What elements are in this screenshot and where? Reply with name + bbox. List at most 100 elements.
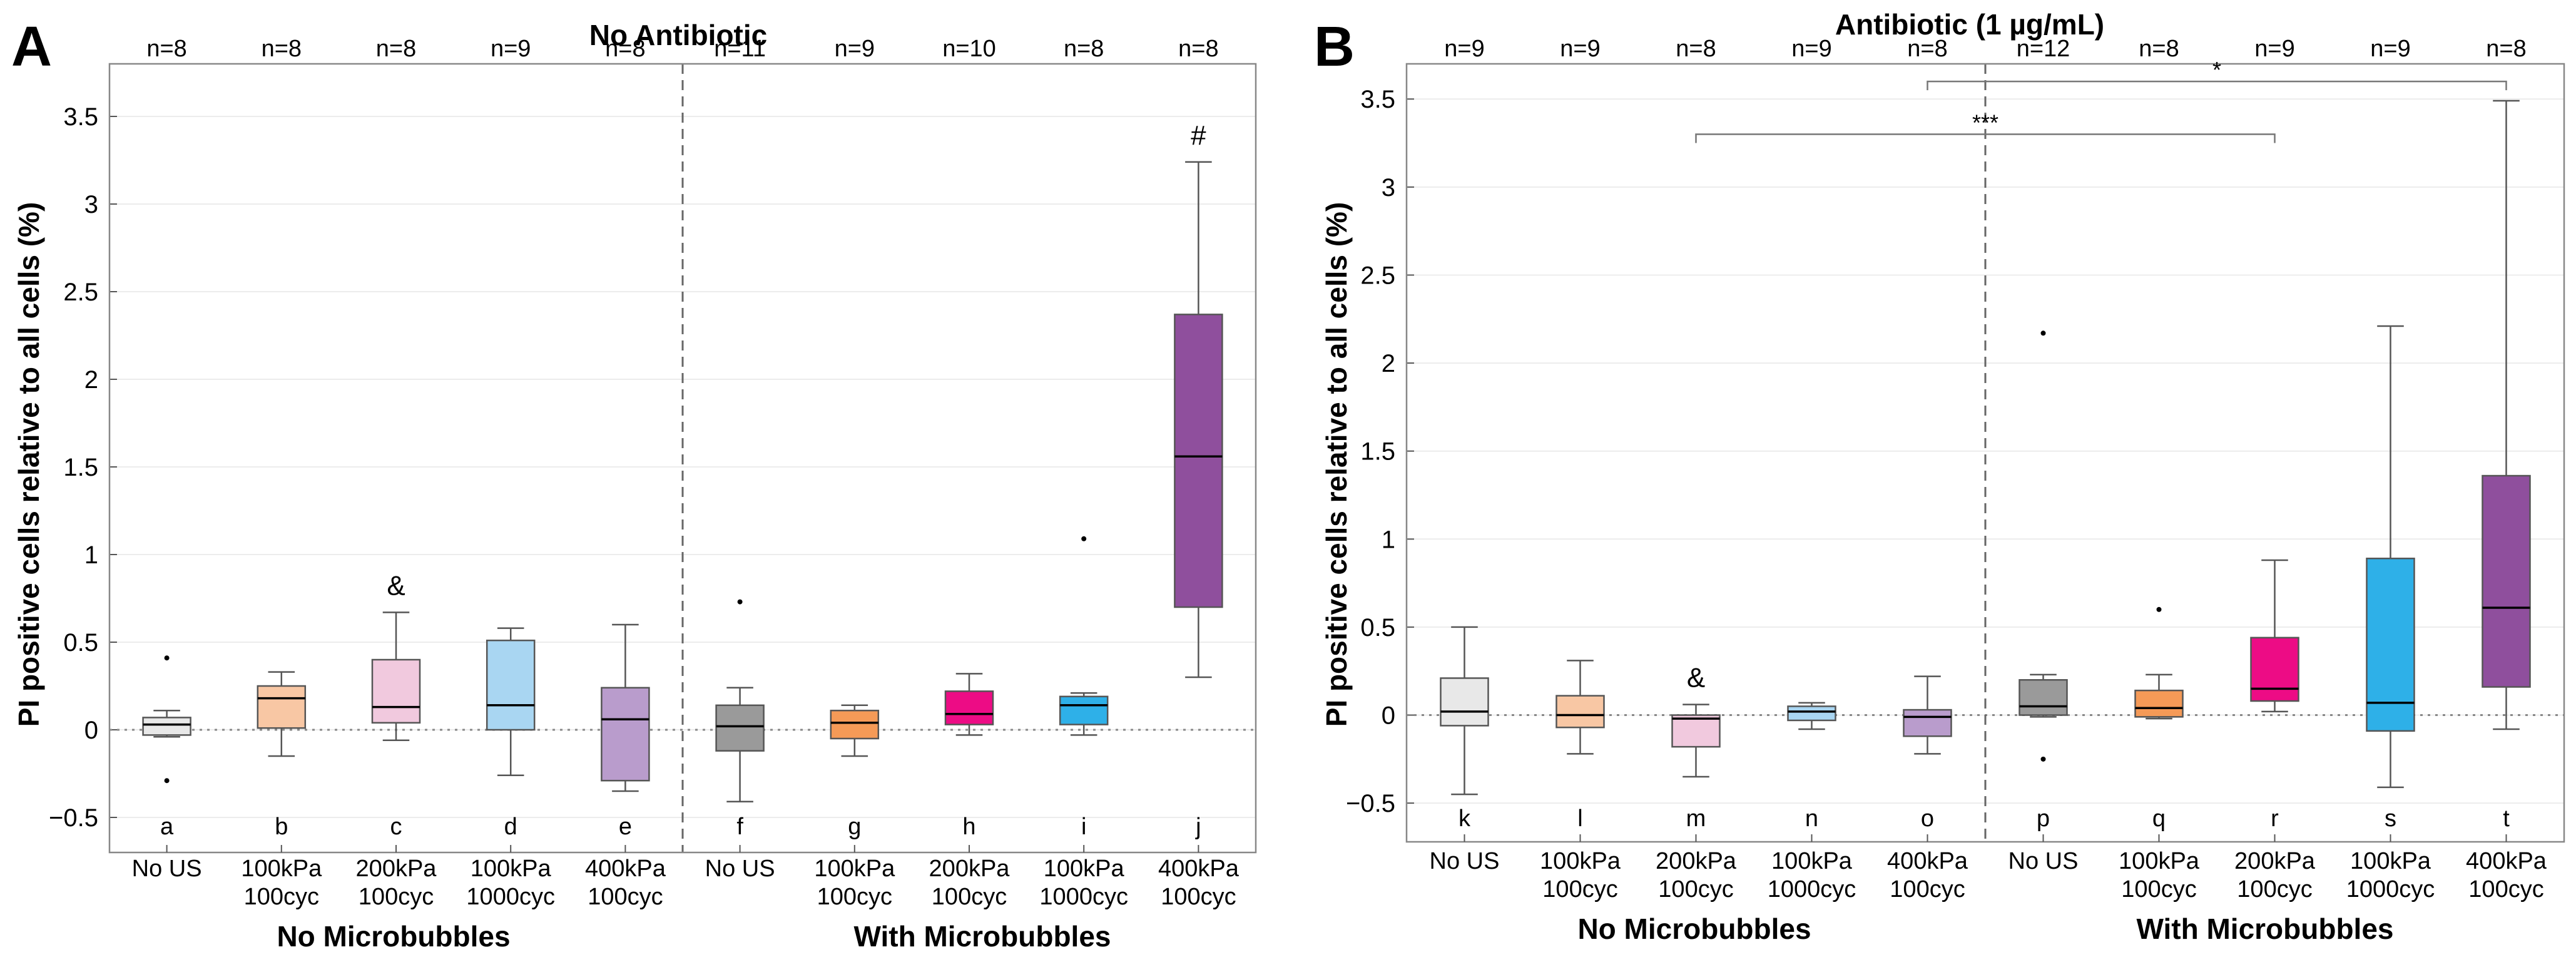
box-letter-label: i bbox=[1081, 814, 1086, 840]
panel-a-x-tick-label-line2: 1000cyc bbox=[1039, 884, 1128, 910]
panel-b-n-label-2: n=8 bbox=[1676, 36, 1716, 62]
panel-b-box-5: p bbox=[2019, 330, 2068, 832]
box-letter-label: q bbox=[2152, 806, 2166, 832]
panel-a-box-9: #j bbox=[1174, 120, 1223, 840]
panel-a-box-4: e bbox=[601, 623, 650, 840]
panel-a-x-tick-label-line1: 100kPa bbox=[1044, 856, 1125, 882]
panel-a-y-axis-label: PI positive cells relative to all cells … bbox=[13, 202, 45, 727]
panel-b-n-label-8: n=9 bbox=[2370, 36, 2410, 62]
outlier-point bbox=[1081, 536, 1087, 541]
panel-a-y-tick-label: 1.5 bbox=[63, 454, 98, 481]
panel-b-box-2: &m bbox=[1671, 663, 1721, 832]
panel-b-y-tick-label: −0.5 bbox=[1346, 790, 1395, 817]
box-letter-label: h bbox=[962, 814, 975, 840]
panel-b-x-tick-label-line2: 100cyc bbox=[2468, 876, 2543, 903]
panel-b-x-tick-label-line1: 100kPa bbox=[1771, 848, 1853, 874]
panel-b-significance-bracket-1: *** bbox=[1695, 110, 2276, 143]
panel-b-n-label-7: n=9 bbox=[2254, 36, 2294, 62]
box-iqr bbox=[944, 690, 994, 725]
box-iqr bbox=[1174, 314, 1223, 608]
panel-a-box-3: d bbox=[486, 627, 536, 840]
panel-a-y-tick-label: 1 bbox=[84, 541, 98, 569]
bracket-line bbox=[1927, 80, 2507, 91]
panel-b-x-tick-label-line2: 100cyc bbox=[1658, 876, 1733, 903]
panel-b-y-tick-label: 1 bbox=[1382, 526, 1395, 553]
panel-b-x-tick-label-line2: 100cyc bbox=[1890, 876, 1965, 903]
panel-b-y-tick-label: 3 bbox=[1382, 174, 1395, 202]
panel-a-y-tick-label: 2 bbox=[84, 366, 98, 394]
panel-a-n-label-1: n=8 bbox=[262, 36, 302, 62]
panel-b-n-label-4: n=8 bbox=[1907, 36, 1947, 62]
significance-label: * bbox=[2212, 57, 2221, 83]
panel-a-x-tick-label-line2: 100cyc bbox=[932, 884, 1007, 910]
panel-b-x-tick-label-line2: 1000cyc bbox=[2346, 876, 2435, 903]
panel-b-y-tick-label: 0 bbox=[1382, 702, 1395, 730]
panel-b-box-8: s bbox=[2366, 325, 2415, 832]
panel-a-x-tick-label-line1: 100kPa bbox=[471, 856, 552, 882]
panel-a-x-tick-label-line2: 100cyc bbox=[588, 884, 663, 910]
box-letter-label: l bbox=[1577, 806, 1582, 832]
panel-letter-b: B bbox=[1314, 16, 1355, 78]
panel-b-y-tick-label: 0.5 bbox=[1360, 614, 1395, 642]
panel-b-y-tick-label: 2 bbox=[1382, 350, 1395, 377]
box-iqr bbox=[1059, 695, 1109, 725]
box-iqr bbox=[1903, 709, 1952, 737]
panel-a-x-tick-label-line1: 200kPa bbox=[929, 856, 1011, 882]
box-letter-label: r bbox=[2271, 806, 2279, 832]
panel-b-box-0: k bbox=[1440, 626, 1489, 832]
panel-a-x-tick-label-line2: 100cyc bbox=[1161, 884, 1236, 910]
outlier-point bbox=[737, 599, 743, 605]
significance-label: *** bbox=[1972, 110, 1998, 135]
panel-b-box-7: r bbox=[2250, 559, 2299, 832]
panel-b-x-tick-label-line2: 100cyc bbox=[2121, 876, 2196, 903]
box-letter-label: t bbox=[2503, 806, 2510, 832]
panel-b-x-tick-label-line1: 100kPa bbox=[2119, 848, 2200, 874]
panel-a-x-tick-label-line1: 100kPa bbox=[241, 856, 322, 882]
panel-b-significance-bracket-0: * bbox=[1927, 57, 2507, 91]
box-letter-label: e bbox=[619, 814, 632, 840]
panel-a-n-label-7: n=10 bbox=[942, 36, 996, 62]
panel-b-box-9: t bbox=[2482, 100, 2531, 832]
box-iqr bbox=[1440, 677, 1489, 727]
box-letter-label: p bbox=[2037, 806, 2050, 832]
panel-a-n-label-6: n=9 bbox=[835, 36, 875, 62]
panel-a-box-5: f bbox=[715, 599, 765, 840]
panel-a-y-tick-label: 0.5 bbox=[63, 629, 98, 657]
panel-a-group-label-with-microbubbles: With Microbubbles bbox=[853, 920, 1111, 953]
panel-b-x-tick-label-line2: 100cyc bbox=[1542, 876, 1617, 903]
outlier-point bbox=[164, 778, 170, 784]
panel-b-x-tick-label-line1: 400kPa bbox=[2466, 848, 2547, 874]
panel-a-n-label-3: n=9 bbox=[491, 36, 531, 62]
panel-a-box-7: h bbox=[944, 673, 994, 840]
outlier-point bbox=[164, 655, 170, 661]
panel-a-axes-frame bbox=[108, 63, 1257, 854]
panel-letter-a: A bbox=[11, 16, 52, 78]
panel-a-group-label-no-microbubbles: No Microbubbles bbox=[277, 920, 510, 953]
panel-a-box-0: a bbox=[142, 655, 191, 840]
box-letter-label: a bbox=[160, 814, 174, 840]
panel-b-n-label-9: n=8 bbox=[2486, 36, 2526, 62]
panel-b-n-label-6: n=8 bbox=[2139, 36, 2179, 62]
box-letter-label: n bbox=[1805, 806, 1818, 832]
panel-a-x-tick-label-line1: No US bbox=[705, 856, 775, 882]
panel-a-x-tick-label-line2: 100cyc bbox=[244, 884, 319, 910]
box-iqr bbox=[830, 709, 880, 740]
panel-b-x-tick-label-line1: No US bbox=[1430, 848, 1500, 874]
box-iqr bbox=[2250, 637, 2299, 702]
panel-a-x-tick-label-line1: 400kPa bbox=[1158, 856, 1240, 882]
panel-a-x-tick-label-line2: 1000cyc bbox=[466, 884, 555, 910]
panel-a-x-tick-label-line2: 100cyc bbox=[817, 884, 892, 910]
panel-a-n-label-0: n=8 bbox=[146, 36, 186, 62]
panel-b-x-tick-label-line2: 100cyc bbox=[2237, 876, 2312, 903]
box-annotation-mark: & bbox=[1687, 663, 1705, 693]
panel-a-n-label-2: n=8 bbox=[376, 36, 416, 62]
panel-b-box-1: l bbox=[1555, 660, 1605, 832]
panel-a-n-label-9: n=8 bbox=[1178, 36, 1218, 62]
panel-b-x-tick-label-line2: 1000cyc bbox=[1768, 876, 1856, 903]
panel-a-y-tick-label: 2.5 bbox=[63, 279, 98, 306]
panel-a-x-tick-label-line1: 100kPa bbox=[814, 856, 895, 882]
panel-a-y-tick-label: −0.5 bbox=[49, 804, 98, 832]
panel-a-box-1: b bbox=[257, 671, 307, 840]
panel-a-x-tick-label-line1: 200kPa bbox=[356, 856, 437, 882]
